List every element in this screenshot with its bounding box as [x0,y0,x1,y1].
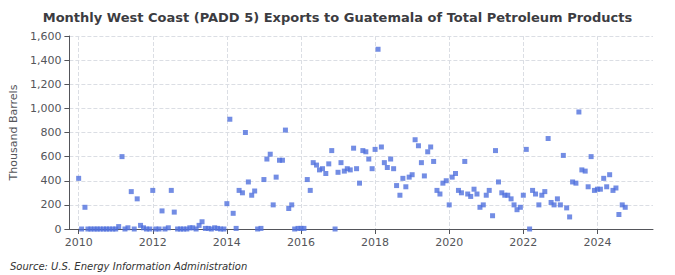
svg-text:Source: U.S. Energy Informatio: Source: U.S. Energy Information Administ… [10,261,247,272]
svg-text:800: 800 [40,126,61,139]
svg-text:1,000: 1,000 [30,102,62,115]
svg-text:2022: 2022 [509,236,537,249]
svg-text:Monthly West Coast (PADD 5) Ex: Monthly West Coast (PADD 5) Exports to G… [43,10,633,25]
svg-text:2016: 2016 [287,236,315,249]
svg-text:2020: 2020 [435,236,463,249]
svg-text:1,200: 1,200 [30,78,62,91]
svg-text:2010: 2010 [65,236,93,249]
svg-text:2012: 2012 [139,236,167,249]
svg-text:0: 0 [54,223,61,236]
svg-text:1,400: 1,400 [30,54,62,67]
svg-text:Thousand Barrels: Thousand Barrels [7,84,20,181]
svg-text:600: 600 [40,150,61,163]
svg-text:200: 200 [40,198,61,211]
svg-text:2014: 2014 [213,236,241,249]
svg-text:2018: 2018 [361,236,389,249]
svg-text:2024: 2024 [583,236,611,249]
svg-text:400: 400 [40,174,61,187]
svg-text:1,600: 1,600 [30,30,62,43]
